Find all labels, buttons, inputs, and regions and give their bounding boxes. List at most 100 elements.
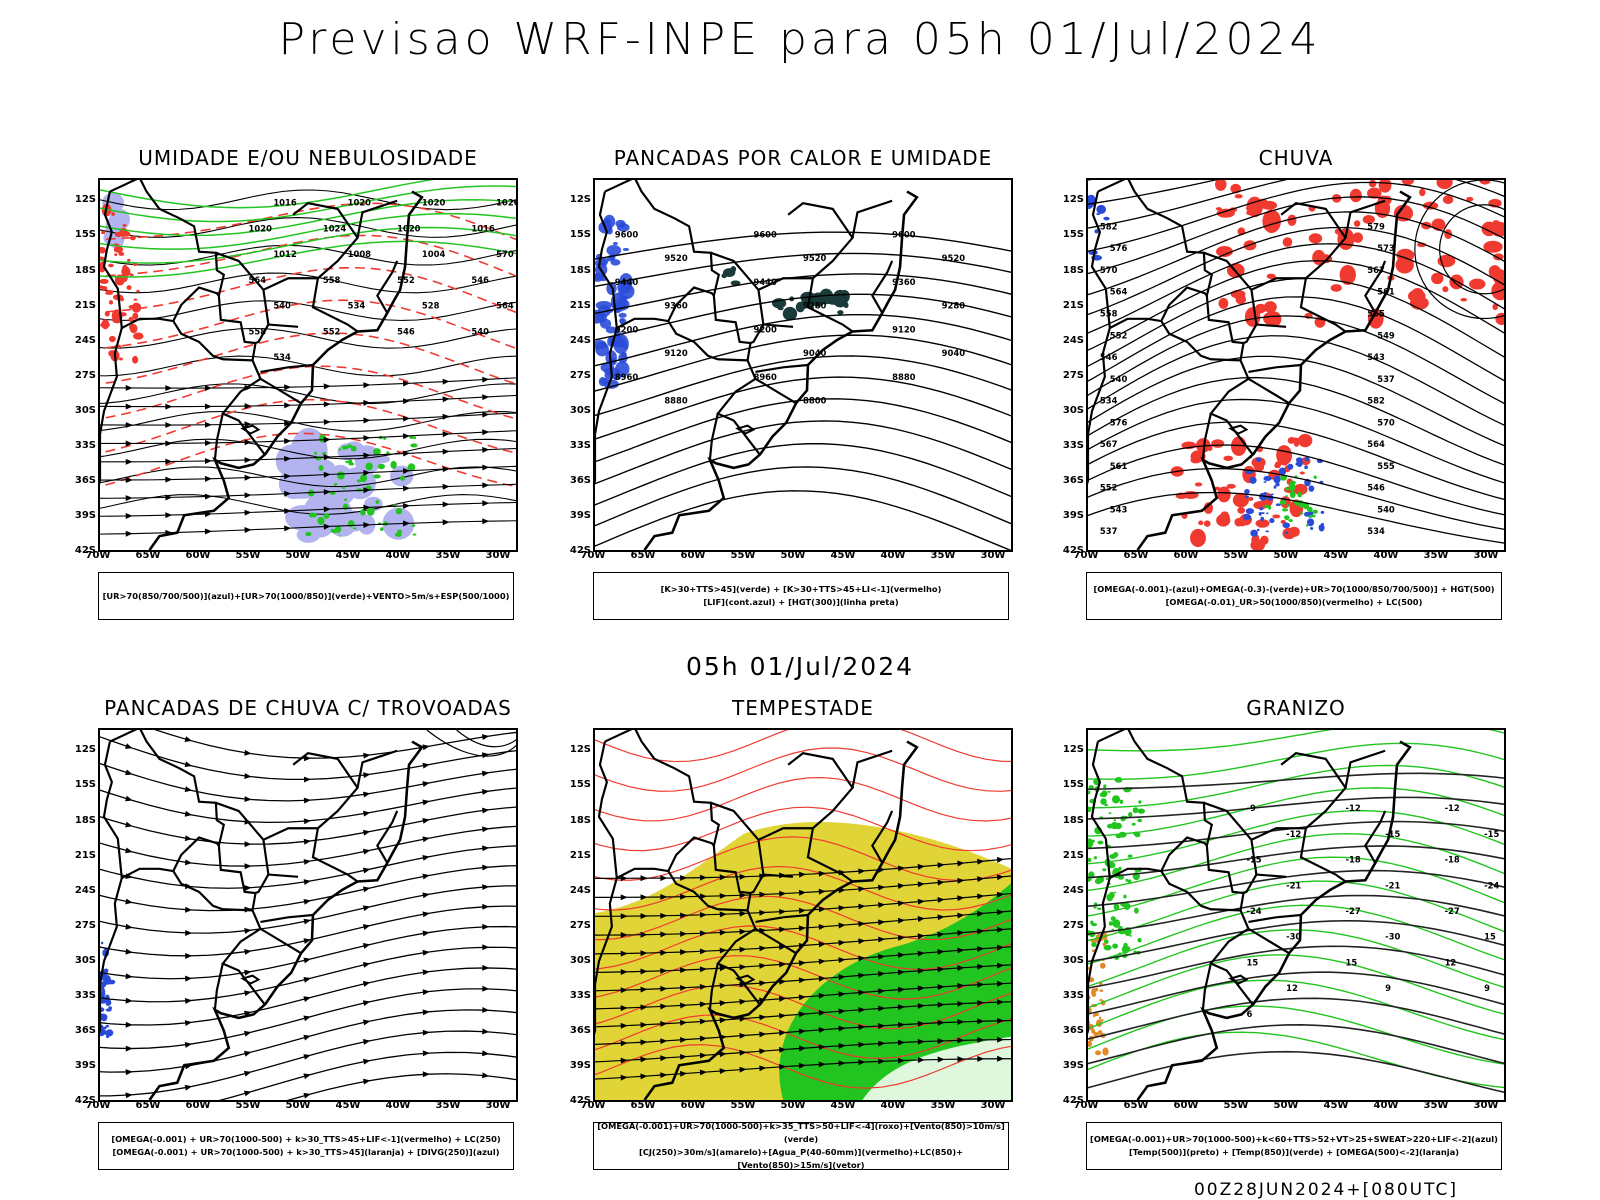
coastline xyxy=(148,740,424,1100)
contour-label: 8960 xyxy=(615,372,639,382)
contour-label: 15 xyxy=(1484,932,1496,942)
legend-box: [UR>70(850/700/500)](azul)+[UR>70(1000/8… xyxy=(98,572,514,620)
lat-tick-label: 36S xyxy=(569,474,591,486)
contour-label: 9200 xyxy=(615,324,639,334)
lon-tick-label: 45W xyxy=(830,550,856,561)
contour-label: 9440 xyxy=(615,277,639,287)
contour-label: 9520 xyxy=(942,253,966,263)
lat-tick-label: 30S xyxy=(74,954,96,966)
contour-label: 9040 xyxy=(803,348,827,358)
contour-label: 540 xyxy=(1377,504,1395,514)
lagoon-outline xyxy=(1228,974,1249,985)
border-line xyxy=(102,191,253,362)
lon-tick-label: 35W xyxy=(1423,1100,1449,1111)
contour-label: -21 xyxy=(1286,880,1301,890)
lat-tick-label: 12S xyxy=(74,744,96,756)
contour-label: 528 xyxy=(422,301,440,311)
border-line xyxy=(757,751,854,878)
contour-label: 1016 xyxy=(273,198,297,208)
contour-label: 564 xyxy=(1367,439,1385,449)
lat-tick-label: 30S xyxy=(1062,404,1084,416)
lon-tick-label: 45W xyxy=(830,1100,856,1111)
border-line xyxy=(102,741,253,912)
lat-tick-label: 30S xyxy=(74,404,96,416)
lat-tick-label: 42S xyxy=(1062,1095,1084,1106)
legend-line: [CJ(250)>30m/s](amarelo)+[Agua_P(40-60mm… xyxy=(638,1147,964,1170)
lon-tick-label: 30W xyxy=(1473,1100,1499,1111)
legend-box: [OMEGA(-0.001)+UR>70(1000-500)+k>35_TTS>… xyxy=(593,1121,1009,1170)
contour-label: 9600 xyxy=(615,229,639,239)
map-umidade: 1012 1016 1016 1016 1016 1020 1020 1020 1020 1024… xyxy=(98,178,518,552)
border-line xyxy=(1243,873,1258,895)
contour-label: 570 xyxy=(496,249,514,259)
border-line xyxy=(871,810,894,864)
border-line xyxy=(667,836,715,872)
lat-tick-label: 27S xyxy=(569,919,591,931)
lon-tick-label: 50W xyxy=(285,550,311,561)
border-line xyxy=(356,749,398,788)
map-canvas xyxy=(100,730,516,1100)
lon-tick-label: 60W xyxy=(185,550,211,561)
contour-label: 564 xyxy=(496,301,514,311)
lon-tick-label: 45W xyxy=(335,1100,361,1111)
lat-tick-label: 15S xyxy=(1062,779,1084,791)
lat-tick-label: 36S xyxy=(1062,474,1084,486)
border-line xyxy=(172,286,220,322)
lat-tick-label: 33S xyxy=(74,439,96,451)
border-line xyxy=(754,927,797,955)
lat-tick-label: 33S xyxy=(1062,989,1084,1001)
border-line xyxy=(259,927,302,955)
border-line xyxy=(1201,963,1212,1010)
legend-box: [OMEGA(-0.001)+UR>70(1000-500)+k<60+TTS>… xyxy=(1086,1122,1502,1170)
contour-label: 534 xyxy=(1367,526,1385,536)
contour-label: 558 xyxy=(323,275,341,285)
lat-tick-label: 33S xyxy=(569,989,591,1001)
lat-tick-label: 24S xyxy=(74,884,96,896)
lon-tick-label: 50W xyxy=(780,550,806,561)
lat-tick-label: 24S xyxy=(569,334,591,346)
contour-lines xyxy=(595,730,1011,1089)
contour-label: 567 xyxy=(1367,265,1385,275)
contour-label: 1020 xyxy=(348,198,372,208)
contour-label: -12 xyxy=(1286,829,1301,839)
border-line xyxy=(851,199,893,238)
coastline xyxy=(643,740,919,1100)
lat-tick-label: 18S xyxy=(569,264,591,276)
border-line xyxy=(710,251,760,291)
lat-tick-label: 12S xyxy=(74,194,96,206)
legend-line: [OMEGA(-0.001)-(azul)+OMEGA(-0.3)-(verde… xyxy=(1093,584,1495,594)
temp-850-area xyxy=(1088,776,1146,961)
border-line xyxy=(376,810,399,864)
border-line xyxy=(754,377,797,405)
lon-tick-label: 70W xyxy=(1073,1100,1099,1111)
lat-tick-label: 18S xyxy=(74,814,96,826)
lat-tick-label: 21S xyxy=(74,299,96,311)
contour-label: 540 xyxy=(1110,374,1128,384)
contour-label: 546 xyxy=(471,275,489,285)
lat-tick-label: 24S xyxy=(1062,884,1084,896)
map-chuva: 582 579 576 573 570 567 564 561 558 555 552 549 546 5… xyxy=(1086,178,1506,552)
contour-label: 9120 xyxy=(892,324,916,334)
run-footer: 00Z28JUN2024+[080UTC] xyxy=(1193,1180,1458,1200)
contour-label: 561 xyxy=(1110,461,1128,471)
panel-title: GRANIZO xyxy=(1246,696,1346,720)
border-line xyxy=(213,413,224,460)
contour-label: -12 xyxy=(1346,803,1361,813)
legend-line: [OMEGA(-0.01)_UR>50(1000/850)(vermelho) … xyxy=(1165,597,1423,607)
lat-tick-label: 33S xyxy=(569,439,591,451)
lat-tick-label: 27S xyxy=(1062,919,1084,931)
border-line xyxy=(1097,730,1254,1005)
border-line xyxy=(1248,913,1302,923)
legend-line: [OMEGA(-0.001)+UR>70(1000-500)+k<60+TTS>… xyxy=(1090,1134,1498,1144)
contour-label: 1016 xyxy=(471,180,495,182)
border-line xyxy=(356,199,398,238)
contour-label: -15 xyxy=(1385,829,1400,839)
border-line xyxy=(750,873,765,895)
lon-tick-label: 40W xyxy=(1373,550,1399,561)
lat-tick-label: 42S xyxy=(569,545,591,556)
contour-label: 1008 xyxy=(348,249,372,259)
contour-label: 537 xyxy=(1100,526,1118,536)
